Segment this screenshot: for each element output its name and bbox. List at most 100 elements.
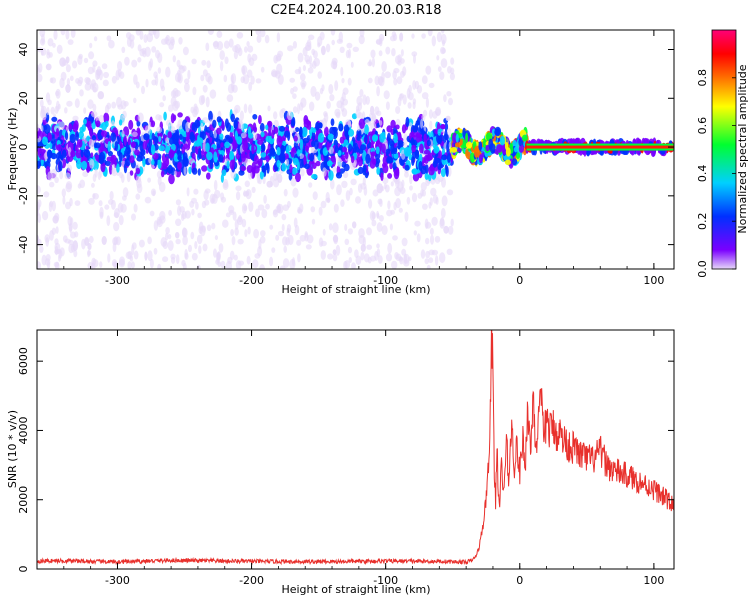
heatmap-cell bbox=[66, 78, 70, 86]
heatmap-cell bbox=[285, 158, 289, 166]
heatmap-cell bbox=[393, 152, 399, 159]
heatmap-cell bbox=[357, 166, 364, 175]
heatmap-cell bbox=[99, 206, 104, 218]
heatmap-cell bbox=[135, 193, 141, 200]
heatmap-cell bbox=[220, 192, 225, 201]
heatmap-cell bbox=[131, 59, 138, 68]
heatmap-cell bbox=[95, 69, 100, 81]
heatmap-cell bbox=[277, 173, 283, 183]
heatmap-cell bbox=[180, 213, 185, 221]
heatmap-cell bbox=[290, 87, 294, 95]
heatmap-cell bbox=[439, 218, 445, 229]
heatmap-cell bbox=[125, 32, 132, 39]
heatmap-cell bbox=[173, 153, 178, 162]
spectrogram-ylabel: Frequency (Hz) bbox=[6, 108, 19, 191]
heatmap-cell bbox=[421, 33, 426, 39]
heatmap-cell bbox=[288, 172, 293, 181]
heatmap-cell bbox=[246, 165, 253, 173]
heatmap-cell bbox=[401, 179, 405, 188]
heatmap-cell bbox=[332, 61, 338, 70]
heatmap-cell bbox=[195, 201, 199, 210]
heatmap-cell bbox=[465, 141, 473, 149]
heatmap-cell bbox=[426, 264, 431, 269]
heatmap-cell bbox=[286, 224, 292, 233]
heatmap-cell bbox=[201, 59, 207, 66]
heatmap-cell bbox=[186, 187, 190, 197]
heatmap-cell bbox=[366, 244, 373, 250]
heatmap-cell bbox=[395, 198, 401, 209]
y-tick-label: 4000 bbox=[17, 416, 30, 444]
heatmap-cell bbox=[381, 61, 387, 72]
heatmap-cell bbox=[47, 99, 52, 106]
heatmap-cell bbox=[256, 34, 262, 43]
heatmap-cell bbox=[445, 166, 449, 177]
heatmap-cell bbox=[153, 247, 158, 255]
heatmap-cell bbox=[428, 109, 433, 119]
heatmap-cell bbox=[229, 150, 234, 162]
heatmap-cell bbox=[342, 87, 349, 95]
heatmap-cell bbox=[365, 153, 371, 164]
heatmap-cell bbox=[271, 69, 278, 77]
heatmap-cell bbox=[87, 243, 92, 250]
heatmap-cell bbox=[264, 34, 270, 44]
y-tick-label: 20 bbox=[17, 91, 30, 105]
heatmap-cell bbox=[69, 133, 77, 144]
heatmap-cell bbox=[88, 197, 95, 205]
heatmap-cell bbox=[241, 65, 248, 75]
heatmap-cell bbox=[83, 57, 89, 64]
heatmap-cell bbox=[59, 171, 64, 180]
heatmap-cell bbox=[95, 120, 101, 128]
heatmap-cell bbox=[371, 212, 376, 220]
heatmap-cell bbox=[179, 133, 183, 140]
heatmap-cell bbox=[317, 71, 323, 79]
heatmap-cell bbox=[332, 222, 339, 233]
heatmap-cell bbox=[322, 228, 326, 236]
heatmap-cell bbox=[281, 162, 287, 172]
heatmap-cell bbox=[397, 54, 403, 63]
heatmap-cell bbox=[130, 261, 135, 269]
heatmap-cell bbox=[516, 152, 520, 159]
heatmap-cell bbox=[156, 126, 163, 134]
heatmap-cell bbox=[219, 133, 224, 140]
heatmap-cell bbox=[411, 192, 418, 203]
heatmap-cell bbox=[149, 258, 154, 269]
heatmap-cell bbox=[81, 160, 88, 170]
heatmap-cell bbox=[65, 183, 72, 193]
heatmap-cell bbox=[168, 174, 175, 185]
heatmap-cell bbox=[276, 32, 281, 43]
heatmap-cell bbox=[299, 139, 304, 150]
heatmap-cell bbox=[418, 160, 423, 171]
heatmap-cell bbox=[177, 112, 183, 118]
heatmap-cell bbox=[447, 189, 454, 196]
heatmap-cell bbox=[93, 36, 98, 42]
heatmap-cell bbox=[488, 138, 494, 150]
heatmap-cell bbox=[440, 124, 446, 130]
heatmap-cell bbox=[437, 128, 442, 136]
heatmap-cell bbox=[55, 88, 61, 99]
heatmap-cell bbox=[270, 143, 274, 151]
heatmap-cell bbox=[244, 229, 248, 238]
heatmap-cell bbox=[230, 169, 237, 179]
heatmap-cell bbox=[54, 176, 59, 184]
heatmap-cell bbox=[449, 72, 455, 81]
heatmap-cell bbox=[434, 235, 441, 243]
heatmap-cell bbox=[235, 191, 241, 201]
heatmap-cell bbox=[243, 191, 249, 197]
heatmap-cell bbox=[169, 36, 175, 44]
heatmap-cell bbox=[251, 186, 256, 194]
heatmap-cell bbox=[175, 238, 181, 245]
heatmap-cell bbox=[229, 250, 235, 260]
heatmap-cell bbox=[191, 122, 198, 133]
heatmap-cell bbox=[327, 253, 334, 260]
heatmap-cell bbox=[111, 75, 117, 84]
heatmap-cell bbox=[165, 157, 169, 166]
heatmap-cell bbox=[363, 253, 370, 263]
heatmap-cell bbox=[241, 151, 246, 163]
heatmap-cell bbox=[213, 179, 218, 191]
heatmap-cell bbox=[440, 207, 446, 219]
heatmap-cell bbox=[37, 185, 41, 194]
heatmap-cell bbox=[318, 122, 323, 129]
heatmap-cell bbox=[87, 99, 94, 110]
heatmap-cell bbox=[369, 159, 376, 169]
heatmap-cell bbox=[304, 45, 312, 51]
